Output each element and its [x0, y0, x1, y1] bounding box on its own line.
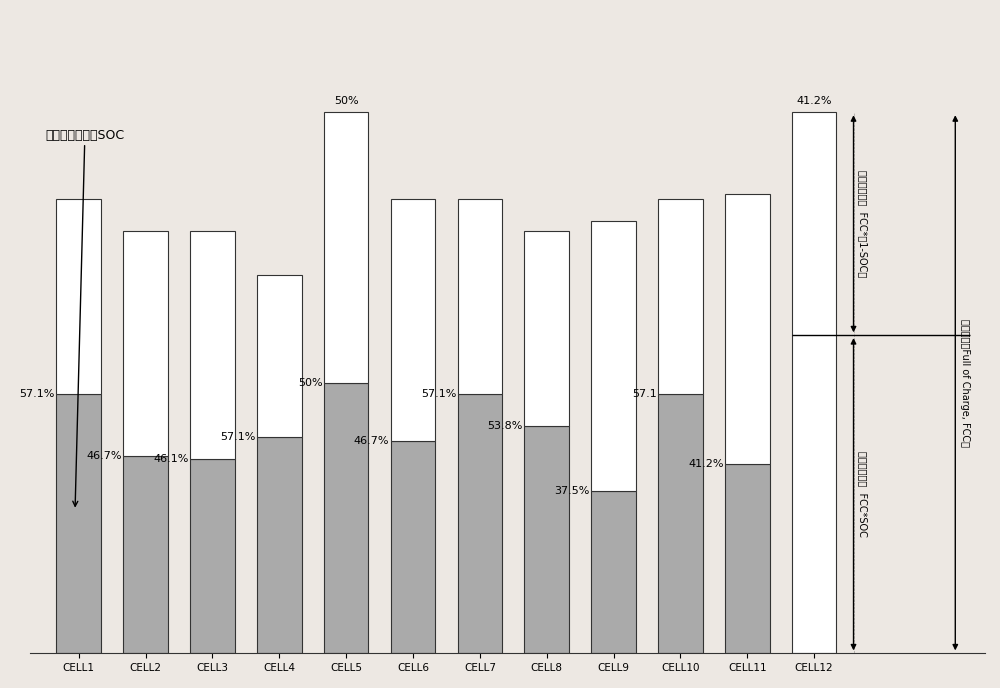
- Bar: [257, 437, 302, 654]
- Text: 绝对容量（Full of Charge, FCC）: 绝对容量（Full of Charge, FCC）: [960, 319, 970, 447]
- Bar: [257, 275, 302, 437]
- Bar: [190, 459, 235, 654]
- Bar: [524, 427, 569, 654]
- Text: 37.5%: 37.5%: [554, 486, 590, 496]
- Bar: [591, 491, 636, 654]
- Bar: [725, 193, 770, 464]
- Text: 57.1: 57.1: [632, 389, 657, 399]
- Text: 50%: 50%: [334, 96, 358, 106]
- Bar: [391, 441, 435, 654]
- Text: 相对剩余容量値SOC: 相对剩余容量値SOC: [45, 129, 124, 506]
- Bar: [123, 456, 168, 654]
- Bar: [458, 394, 502, 654]
- Text: 57.1%: 57.1%: [421, 389, 456, 399]
- Bar: [658, 199, 703, 394]
- Bar: [391, 199, 435, 441]
- Bar: [324, 112, 368, 383]
- Text: 57.1%: 57.1%: [20, 389, 55, 399]
- Text: 46.1%: 46.1%: [153, 454, 189, 464]
- Text: 绝对剩余容量  FCC*SOC: 绝对剩余容量 FCC*SOC: [858, 451, 868, 537]
- Text: 41.2%: 41.2%: [688, 459, 724, 469]
- Bar: [792, 112, 836, 654]
- Bar: [190, 231, 235, 459]
- Text: 53.8%: 53.8%: [488, 421, 523, 431]
- Bar: [725, 464, 770, 654]
- Text: 46.7%: 46.7%: [86, 451, 122, 461]
- Bar: [123, 231, 168, 456]
- Bar: [56, 394, 101, 654]
- Text: 57.1%: 57.1%: [220, 432, 256, 442]
- Bar: [324, 383, 368, 654]
- Bar: [56, 199, 101, 394]
- Text: 41.2%: 41.2%: [796, 96, 832, 106]
- Bar: [524, 231, 569, 427]
- Bar: [658, 394, 703, 654]
- Text: 46.7%: 46.7%: [354, 436, 389, 446]
- Bar: [458, 199, 502, 394]
- Text: 绝对可充容量  FCC*（1-SOC）: 绝对可充容量 FCC*（1-SOC）: [858, 170, 868, 277]
- Bar: [591, 221, 636, 491]
- Text: 50%: 50%: [298, 378, 322, 388]
